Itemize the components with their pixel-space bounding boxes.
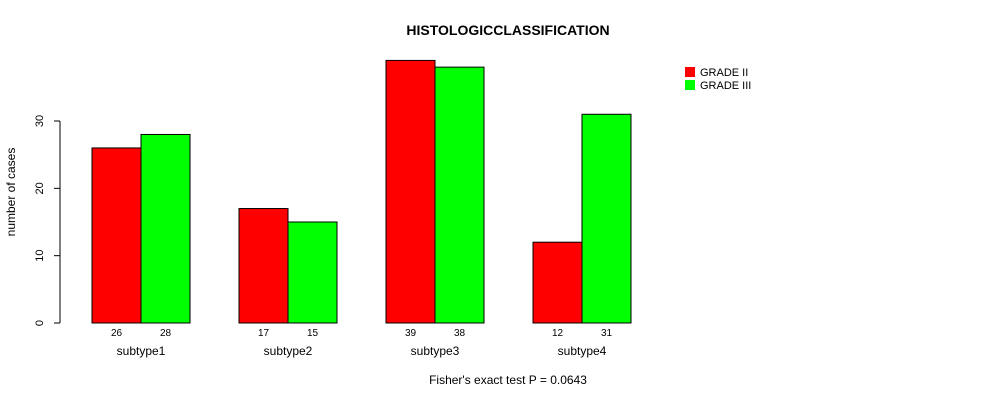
y-tick-label: 30 [34, 115, 46, 127]
bar-value-label: 15 [307, 328, 319, 339]
x-tick-label: subtype1 [117, 344, 166, 358]
bar-value-label: 26 [111, 328, 123, 339]
footnote: Fisher's exact test P = 0.0643 [429, 373, 587, 387]
bar-value-label: 28 [160, 328, 172, 339]
bar [532, 241, 583, 324]
legend-label: GRADE III [700, 80, 751, 92]
chart-title: HISTOLOGICCLASSIFICATION [406, 22, 609, 38]
bar-value-label: 38 [454, 328, 466, 339]
y-axis-label: number of cases [4, 148, 18, 237]
bar-value-label: 12 [552, 328, 564, 339]
y-tick-label: 20 [34, 182, 46, 194]
bar-value-label: 31 [601, 328, 613, 339]
bar-value-label: 17 [258, 328, 270, 339]
bar [238, 208, 289, 324]
y-axis: 0 10 20 30 [34, 115, 61, 326]
bar [581, 113, 632, 324]
y-tick-label: 10 [34, 250, 46, 262]
bars: 26 28 subtype1 17 15 subtype2 39 38 subtype3 12 31… [91, 59, 632, 358]
bar [434, 66, 485, 324]
legend-swatch [685, 67, 695, 77]
x-tick-label: subtype2 [264, 344, 313, 358]
legend-swatch [685, 80, 695, 90]
y-tick-label: 0 [34, 320, 46, 326]
x-tick-label: subtype4 [558, 344, 607, 358]
legend-label: GRADE II [700, 67, 748, 79]
x-tick-label: subtype3 [411, 344, 460, 358]
bar [385, 59, 436, 324]
bar-value-label: 39 [405, 328, 417, 339]
bar [287, 221, 338, 324]
bar [91, 147, 142, 324]
bar [140, 133, 191, 324]
